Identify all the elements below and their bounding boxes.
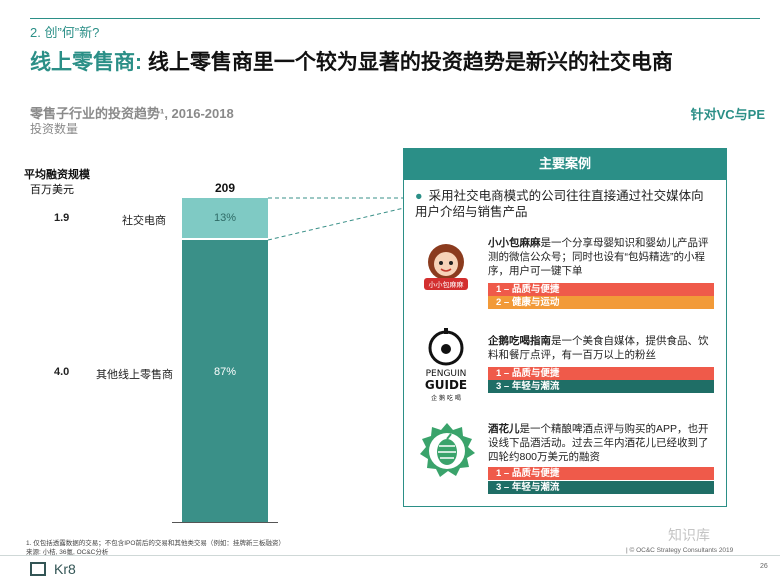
case-3-tag-1: 1 – 品质与便捷 — [488, 467, 714, 480]
case-2-tag-1: 1 – 品质与便捷 — [488, 367, 714, 380]
case-1-desc: 小小包麻麻是一个分享母婴知识和婴幼儿产品评测的微信公众号；同时也设有“包妈精选”… — [488, 236, 716, 278]
case-3-desc: 酒花儿是一个精酿啤酒点评与购买的APP，也开设线下品酒活动。过去三年内酒花儿已经… — [488, 422, 716, 464]
page-title: 线上零售商: 线上零售商里一个较为显著的投资趋势是新兴的社交电商 — [30, 46, 673, 76]
category-other: 其他线上零售商 — [96, 369, 173, 381]
case-panel-header: 主要案例 — [403, 148, 727, 180]
page-number: 26 — [760, 563, 768, 570]
case-2-tag-2: 3 – 年轻与潮流 — [488, 380, 714, 393]
case-3-name: 酒花儿 — [488, 423, 520, 435]
logo1-text: 小小包麻麻 — [429, 280, 464, 289]
source-note: 来源: 小桔, 36氪, OC&C分析 — [26, 549, 109, 556]
case-2-name: 企鹅吃喝指南 — [488, 335, 551, 347]
title-highlight: 线上零售商: — [30, 51, 142, 74]
brand-grid-icon — [30, 562, 46, 576]
case-3-tag-2: 3 – 年轻与潮流 — [488, 481, 714, 494]
case-1-desc-text: 是一个分享母婴知识和婴幼儿产品评测的微信公众号；同时也设有“包妈精选”的小程序，… — [488, 237, 709, 277]
bar-segment-other — [182, 240, 268, 522]
data-label-social: 13% — [213, 212, 237, 224]
avg-financing-label: 平均融资规模 — [24, 169, 90, 181]
avg-value-social: 1.9 — [54, 212, 70, 224]
connector-lines — [267, 197, 405, 241]
case-1-name: 小小包麻麻 — [488, 237, 541, 249]
avg-financing-unit: 百万美元 — [30, 184, 74, 196]
watermark: 知识库 — [668, 527, 710, 543]
case-2-desc: 企鹅吃喝指南是一个美食自媒体，提供食品、饮料和餐厅点评，有一百万以上的粉丝 — [488, 334, 716, 362]
chart-total: 209 — [214, 181, 236, 195]
category-social: 社交电商 — [122, 215, 166, 227]
bullet-text: 采用社交电商模式的公司往往直接通过社交媒体向用户介绍与销售产品 — [415, 189, 704, 219]
logo2-text-2: GUIDE — [425, 378, 467, 392]
chart-subtitle: 零售子行业的投资趋势¹, 2016-2018 — [30, 106, 234, 121]
case-panel-bullet: ● 采用社交电商模式的公司往往直接通过社交媒体向用户介绍与销售产品 — [415, 188, 715, 220]
avg-value-other: 4.0 — [54, 366, 70, 378]
case-3-desc-text: 是一个精酿啤酒点评与购买的APP，也开设线下品酒活动。过去三年内酒花儿已经收到了… — [488, 423, 709, 463]
audience-tag: 针对VC与PE — [690, 107, 765, 122]
chart-baseline — [172, 522, 278, 523]
case-1-tag-2: 2 – 健康与运动 — [488, 296, 714, 309]
title-rest: 线上零售商里一个较为显著的投资趋势是新兴的社交电商 — [142, 51, 673, 74]
xiaoxiaobaomama-logo-icon: 小小包麻麻 — [424, 244, 468, 290]
brand-logo: Kr8 — [30, 561, 76, 577]
logo2-text-1: PENGUIN — [426, 369, 467, 379]
case-2-desc-text: 是一个美食自媒体，提供食品、饮料和餐厅点评，有一百万以上的粉丝 — [488, 335, 709, 361]
bar-segment-social — [182, 198, 268, 238]
copyright: | © OC&C Strategy Consultants 2019 — [626, 547, 734, 554]
section-label: 2. 创”何”新? — [30, 25, 100, 40]
case-1-tag-1: 1 – 品质与便捷 — [488, 283, 714, 296]
penguin-guide-logo-icon: PENGUIN GUIDE 企 鹅 吃 喝 — [425, 328, 467, 402]
top-rule — [30, 18, 760, 19]
bullet-icon: ● — [415, 189, 423, 203]
footnote: 1. 仅包括透露数据的交易；不包含IPO前后的交易和其他类交易（例如：挂牌新三板… — [26, 540, 285, 547]
chart-subtitle-unit: 投资数量 — [30, 122, 79, 136]
jiuhuaer-hop-logo-icon — [420, 423, 475, 477]
logo2-text-3: 企 鹅 吃 喝 — [431, 394, 461, 402]
data-label-other: 87% — [213, 366, 237, 378]
footer-rule — [0, 555, 780, 556]
brand-text: Kr8 — [54, 561, 76, 577]
